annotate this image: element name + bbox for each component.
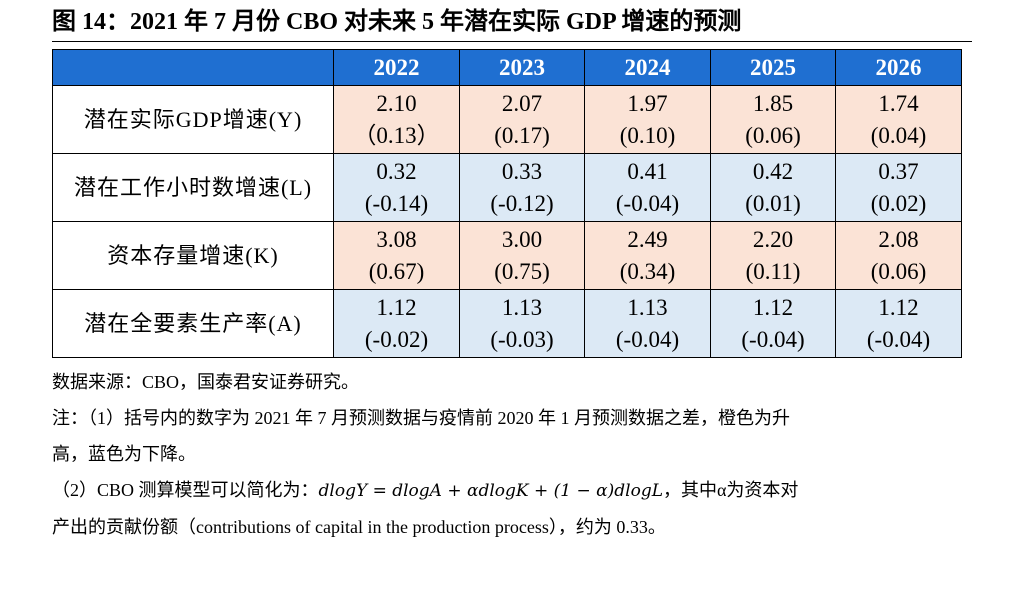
row-label: 资本存量增速(K) xyxy=(52,221,334,290)
cell-value: 1.85 xyxy=(752,90,794,116)
table-header-row: 2022 2023 2024 2025 2026 xyxy=(52,49,962,86)
header-year: 2026 xyxy=(835,49,962,86)
cell-value: 0.32 xyxy=(376,158,417,184)
cell-diff: （0.13） xyxy=(353,122,440,148)
table-cell: 2.07 (0.17) xyxy=(459,85,585,154)
cell-diff: (0.67) xyxy=(368,258,425,284)
table-row: 潜在实际GDP增速(Y) 2.10 （0.13） 2.07 (0.17) 1.97 (… xyxy=(52,85,962,154)
forecast-table: 2022 2023 2024 2025 2026 潜在实际GDP增速(Y) 2.… xyxy=(52,49,962,358)
table-cell: 0.32 (-0.14) xyxy=(333,153,460,222)
cell-diff: (0.04) xyxy=(870,122,927,148)
cell-diff: (-0.04) xyxy=(741,326,805,352)
cell-diff: (-0.03) xyxy=(490,326,554,352)
note-1-line-2: 高，蓝色为下降。 xyxy=(52,444,196,464)
cell-value: 1.12 xyxy=(878,294,919,320)
table-cell: 1.97 (0.10) xyxy=(584,85,711,154)
cell-value: 2.49 xyxy=(627,226,668,252)
cell-value: 2.10 xyxy=(376,90,417,116)
cell-diff: (0.11) xyxy=(745,258,801,284)
cell-value: 2.20 xyxy=(752,226,794,252)
cell-value: 1.12 xyxy=(752,294,794,320)
header-year: 2023 xyxy=(459,49,585,86)
table-cell: 3.08 (0.67) xyxy=(333,221,460,290)
note-2-line-1: （2）CBO 测算模型可以简化为：dlogY = dlogA + αdlogK … xyxy=(52,472,982,509)
table-cell: 0.33 (-0.12) xyxy=(459,153,585,222)
table-cell: 1.12 (-0.02) xyxy=(333,289,460,358)
note-1-line-1: 注：（1）括号内的数字为 2021 年 7 月预测数据与疫情前 2020 年 1… xyxy=(52,408,790,428)
table-cell: 2.08 (0.06) xyxy=(835,221,962,290)
cell-diff: (0.17) xyxy=(494,122,550,148)
cell-diff: (0.75) xyxy=(494,258,550,284)
note-2-suffix: ，其中α为资本对 xyxy=(663,480,799,500)
figure-title: 图 14：2021 年 7 月份 CBO 对未来 5 年潜在实际 GDP 增速的… xyxy=(52,9,742,35)
cell-value: 2.08 xyxy=(878,226,919,252)
cell-diff: (0.01) xyxy=(745,190,801,216)
table-row: 资本存量增速(K) 3.08 (0.67) 3.00 (0.75) 2.49 (0.3… xyxy=(52,221,962,290)
table-cell: 0.41 (-0.04) xyxy=(584,153,711,222)
cell-diff: (-0.04) xyxy=(866,326,931,352)
notes-section: 数据来源：CBO，国泰君安证券研究。 注：（1）括号内的数字为 2021 年 7… xyxy=(52,364,982,545)
cell-value: 0.42 xyxy=(752,158,794,184)
source-note: 数据来源：CBO，国泰君安证券研究。 xyxy=(52,372,360,392)
table-cell: 0.37 (0.02) xyxy=(835,153,962,222)
table-cell: 2.49 (0.34) xyxy=(584,221,711,290)
cell-diff: (0.02) xyxy=(870,190,927,216)
cell-value: 1.13 xyxy=(627,294,668,320)
table-cell: 1.13 (-0.03) xyxy=(459,289,585,358)
cell-value: 1.97 xyxy=(627,90,668,116)
cell-value: 1.74 xyxy=(878,90,919,116)
note-2-line-2: 产出的贡献份额（contributions of capital in the … xyxy=(52,517,666,537)
header-year: 2025 xyxy=(710,49,836,86)
cell-diff: (-0.14) xyxy=(364,190,429,216)
table-cell: 2.10 （0.13） xyxy=(333,85,460,154)
cell-diff: (0.06) xyxy=(870,258,927,284)
header-corner xyxy=(52,49,334,86)
cell-diff: (-0.04) xyxy=(615,326,680,352)
cell-value: 0.37 xyxy=(878,158,919,184)
row-label: 潜在全要素生产率(A) xyxy=(52,289,334,358)
cell-value: 0.33 xyxy=(501,158,543,184)
cell-diff: (-0.02) xyxy=(364,326,429,352)
title-divider xyxy=(52,41,972,42)
table-row: 潜在工作小时数增速(L) 0.32 (-0.14) 0.33 (-0.12) 0.4… xyxy=(52,153,962,222)
cell-value: 2.07 xyxy=(501,90,543,116)
cell-value: 3.08 xyxy=(376,226,417,252)
row-label: 潜在工作小时数增速(L) xyxy=(52,153,334,222)
header-year: 2022 xyxy=(333,49,460,86)
row-label: 潜在实际GDP增速(Y) xyxy=(52,85,334,154)
cell-diff: (-0.12) xyxy=(490,190,554,216)
note-2-prefix: （2）CBO 测算模型可以简化为： xyxy=(52,480,319,500)
cell-value: 1.12 xyxy=(376,294,417,320)
cell-value: 3.00 xyxy=(501,226,543,252)
table-cell: 1.13 (-0.04) xyxy=(584,289,711,358)
cell-diff: (0.10) xyxy=(619,122,676,148)
cell-value: 0.41 xyxy=(627,158,668,184)
table-cell: 1.74 (0.04) xyxy=(835,85,962,154)
cell-diff: (0.34) xyxy=(619,258,676,284)
table-cell: 2.20 (0.11) xyxy=(710,221,836,290)
table-cell: 0.42 (0.01) xyxy=(710,153,836,222)
cell-diff: (-0.04) xyxy=(615,190,680,216)
model-formula: dlogY = dlogA + αdlogK + (1 − α)dlogL xyxy=(318,481,663,501)
table-row: 潜在全要素生产率(A) 1.12 (-0.02) 1.13 (-0.03) 1.13… xyxy=(52,289,962,358)
cell-value: 1.13 xyxy=(501,294,543,320)
table-cell: 1.85 (0.06) xyxy=(710,85,836,154)
header-year: 2024 xyxy=(584,49,711,86)
cell-diff: (0.06) xyxy=(745,122,801,148)
table-cell: 1.12 (-0.04) xyxy=(835,289,962,358)
table-cell: 3.00 (0.75) xyxy=(459,221,585,290)
table-cell: 1.12 (-0.04) xyxy=(710,289,836,358)
